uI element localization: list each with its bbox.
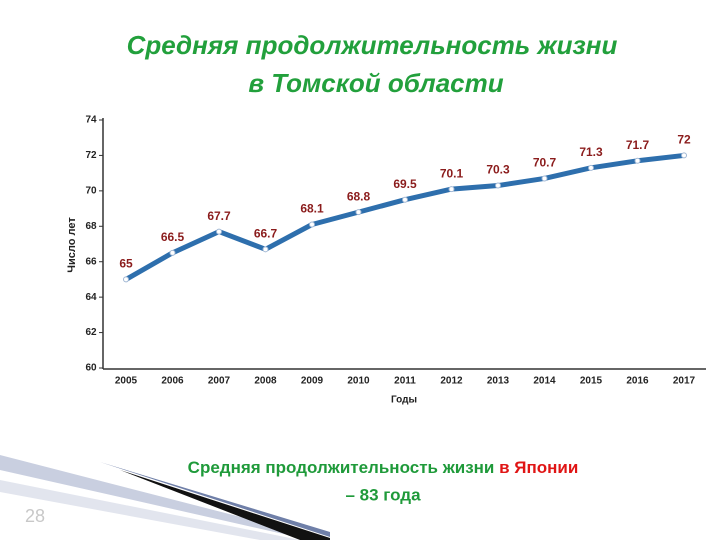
value-label: 68.8: [347, 189, 371, 203]
value-label: 68.1: [300, 202, 324, 216]
page-number: 28: [25, 506, 45, 526]
value-label: 65: [119, 257, 133, 271]
x-tick-label: 2005: [115, 376, 138, 387]
title-line: в Томской области: [248, 68, 503, 98]
value-label: 67.7: [207, 209, 231, 223]
y-tick-label: 66: [85, 256, 97, 267]
x-tick-label: 2013: [487, 376, 510, 387]
value-label: 70.7: [533, 156, 557, 170]
deco-wedge: [100, 462, 330, 537]
x-tick-label: 2006: [161, 376, 184, 387]
value-label: 70.3: [486, 163, 510, 177]
x-tick-label: 2014: [533, 376, 556, 387]
y-axis-label: Число лет: [66, 217, 78, 273]
y-tick-label: 64: [85, 292, 97, 303]
point: [541, 175, 548, 182]
value-label: 66.7: [254, 226, 278, 240]
x-tick-label: 2015: [580, 376, 603, 387]
point: [216, 228, 222, 235]
title-line: Средняя продолжительность жизни: [127, 30, 618, 60]
value-label: 71.3: [579, 145, 603, 159]
point: [634, 157, 641, 164]
point: [262, 246, 269, 253]
x-tick-label: 2016: [626, 376, 649, 387]
point: [681, 152, 687, 159]
value-label: 70.1: [440, 166, 464, 180]
point: [402, 196, 408, 203]
x-tick-label: 2010: [347, 376, 370, 387]
y-tick-label: 68: [85, 221, 97, 232]
footer-text: Средняя продолжительность жизни: [188, 458, 499, 477]
y-tick-label: 74: [85, 115, 97, 126]
decoration: [0, 455, 330, 540]
x-tick-label: 2017: [673, 376, 696, 387]
point: [123, 276, 129, 283]
x-tick-label: 2011: [394, 376, 416, 387]
y-tick-label: 70: [85, 185, 97, 196]
point: [169, 249, 176, 256]
value-label: 72: [677, 133, 691, 147]
x-axis-label: Годы: [391, 395, 417, 406]
footer-highlight: в Японии: [499, 458, 578, 477]
x-tick-label: 2008: [254, 376, 277, 387]
x-tick-label: 2009: [301, 376, 324, 387]
y-tick-label: 62: [85, 327, 97, 338]
y-tick-label: 72: [85, 150, 97, 161]
x-tick-label: 2012: [440, 376, 463, 387]
value-label: 69.5: [393, 177, 417, 191]
point: [495, 182, 501, 189]
point: [448, 186, 455, 193]
deco-wedge: [120, 470, 330, 540]
value-label: 66.5: [161, 230, 185, 244]
point: [309, 221, 315, 228]
footer-note: – 83 года: [345, 485, 421, 504]
y-tick-label: 60: [85, 363, 97, 374]
footer-note: Средняя продолжительность жизни в Японии: [188, 458, 579, 477]
value-label: 71.7: [626, 138, 650, 152]
x-tick-label: 2007: [208, 376, 231, 387]
point: [588, 164, 594, 171]
deco-stripe: [0, 480, 300, 540]
point: [355, 209, 362, 216]
